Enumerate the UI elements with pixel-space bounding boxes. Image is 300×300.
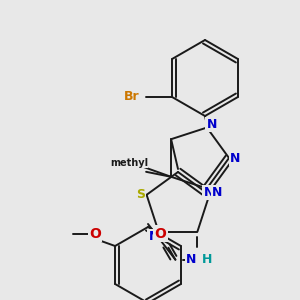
Text: N: N bbox=[186, 253, 197, 266]
Text: methyl: methyl bbox=[134, 165, 139, 166]
Text: Br: Br bbox=[124, 91, 140, 103]
Text: N: N bbox=[204, 186, 214, 199]
Text: N: N bbox=[230, 152, 240, 164]
Text: N: N bbox=[207, 118, 217, 131]
Text: O: O bbox=[154, 227, 166, 241]
Text: S: S bbox=[136, 188, 145, 201]
Text: N: N bbox=[212, 186, 223, 199]
Text: methyl: methyl bbox=[110, 158, 148, 168]
Text: N: N bbox=[148, 230, 159, 243]
Text: O: O bbox=[89, 227, 101, 241]
Text: H: H bbox=[202, 253, 213, 266]
